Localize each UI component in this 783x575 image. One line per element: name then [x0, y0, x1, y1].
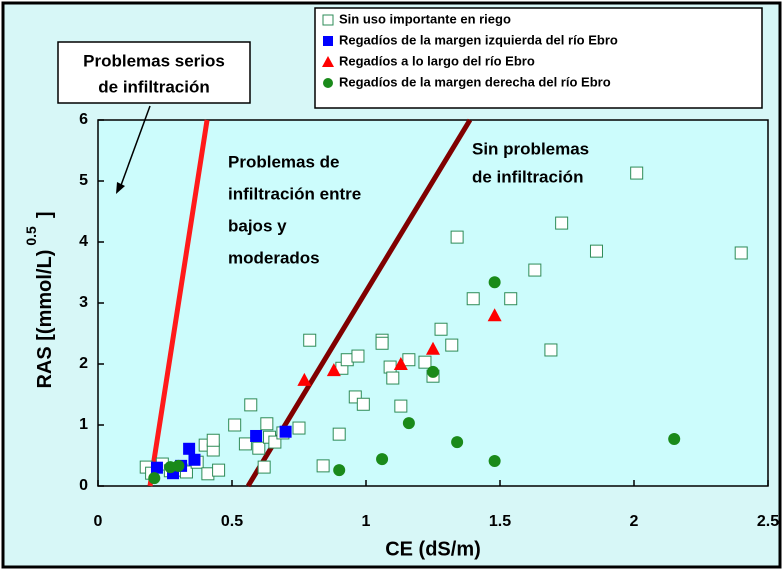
reference-line: [147, 119, 210, 487]
annotation: Sin problemas: [472, 139, 589, 158]
x-tick-label: 0: [94, 513, 103, 530]
marker: [451, 436, 464, 449]
annotation: bajos y: [228, 216, 287, 235]
y-label-main: RAS [(mmol/L): [34, 250, 56, 389]
annotation: infiltración entre: [228, 184, 361, 203]
marker: [434, 322, 448, 336]
marker: [148, 472, 161, 485]
y-tick-label: 6: [79, 111, 88, 128]
arrow: [119, 105, 151, 189]
marker: [394, 399, 408, 413]
marker: [316, 459, 330, 473]
y-tick-label: 4: [79, 233, 88, 250]
marker: [206, 433, 220, 447]
marker: [252, 441, 266, 455]
annotation: Problemas de: [228, 152, 340, 171]
marker: [555, 216, 569, 230]
marker: [450, 230, 464, 244]
marker: [333, 464, 346, 477]
legend-label: Regadíos de la margen izquierda del río …: [339, 32, 618, 47]
y-axis-label: RAS [(mmol/L) 0.5]: [23, 211, 57, 388]
marker: [292, 421, 306, 435]
marker: [260, 417, 274, 431]
y-tick-label: 5: [79, 172, 88, 189]
annotation: de infiltración: [472, 167, 583, 186]
y-tick-label: 0: [79, 477, 88, 494]
marker: [734, 246, 748, 260]
marker: [238, 437, 252, 451]
legend-label: Regadíos a lo largo del río Ebro: [339, 53, 535, 68]
legend: [314, 7, 763, 109]
marker: [250, 429, 263, 442]
marker: [340, 353, 354, 367]
marker: [183, 442, 196, 455]
marker: [332, 427, 346, 441]
marker: [544, 343, 558, 357]
marker: [150, 461, 163, 474]
marker: [323, 78, 333, 88]
marker: [426, 341, 440, 355]
marker: [589, 244, 603, 258]
marker: [322, 14, 334, 26]
marker: [466, 292, 480, 306]
marker: [351, 349, 365, 363]
marker: [383, 360, 397, 374]
marker: [326, 363, 341, 377]
marker: [402, 417, 415, 430]
marker: [201, 467, 215, 481]
marker: [297, 372, 312, 386]
y-tick-label: 2: [79, 355, 88, 372]
marker: [488, 276, 501, 289]
marker: [488, 454, 501, 467]
y-axis-label-text: RAS [(mmol/L) 0.5]: [23, 211, 57, 388]
arrow-head: [116, 182, 125, 194]
y-label-exp: 0.5: [23, 226, 39, 246]
marker: [356, 397, 370, 411]
y-tick-label: 1: [79, 416, 88, 433]
marker: [386, 371, 400, 385]
marker: [303, 333, 317, 347]
marker: [504, 292, 518, 306]
marker: [257, 460, 271, 474]
x-axis-label: CE (dS/m): [385, 538, 481, 560]
marker: [375, 336, 389, 350]
marker: [487, 308, 502, 322]
marker: [212, 463, 226, 477]
reference-line: [245, 118, 473, 488]
marker: [188, 453, 201, 466]
marker: [528, 263, 542, 277]
x-tick-label: 1.5: [489, 513, 511, 530]
marker: [322, 56, 334, 67]
x-tick-label: 2: [630, 513, 639, 530]
marker: [172, 459, 185, 472]
y-label-close: ]: [34, 211, 56, 218]
marker: [668, 433, 681, 446]
marker: [323, 36, 333, 46]
x-tick-label: 2.5: [757, 513, 779, 530]
y-tick-label: 3: [79, 294, 88, 311]
marker: [228, 418, 242, 432]
marker: [376, 453, 389, 466]
annotation: Problemas serios: [83, 51, 225, 70]
marker: [393, 357, 408, 370]
legend-label: Regadíos de la margen derecha del río Eb…: [339, 74, 611, 89]
x-tick-label: 0.5: [221, 513, 243, 530]
annotation-box: [57, 41, 251, 104]
marker: [445, 338, 459, 352]
marker: [244, 398, 258, 412]
marker: [427, 365, 439, 378]
marker: [418, 355, 432, 369]
marker: [630, 166, 644, 180]
x-tick-label: 1: [362, 513, 371, 530]
annotation: de infiltración: [98, 77, 209, 96]
legend-label: Sin uso importante en riego: [339, 11, 511, 26]
marker: [279, 425, 292, 438]
annotation: moderados: [228, 248, 320, 267]
marker: [402, 353, 416, 367]
